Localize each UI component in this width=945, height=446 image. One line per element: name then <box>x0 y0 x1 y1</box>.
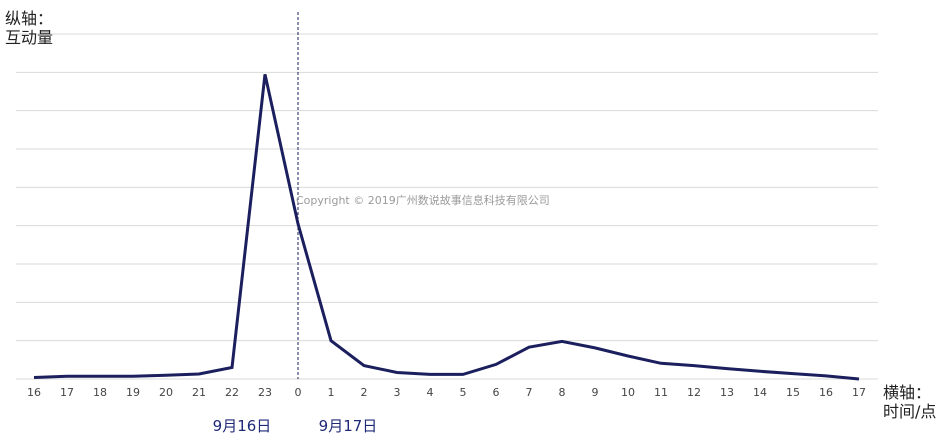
gridlines <box>16 33 878 380</box>
x-tick-label: 22 <box>225 386 239 399</box>
x-tick-label: 14 <box>753 386 767 399</box>
x-tick-label: 10 <box>621 386 635 399</box>
x-tick-label: 20 <box>159 386 173 399</box>
x-tick-label: 15 <box>786 386 800 399</box>
series-line <box>33 73 860 381</box>
x-tick-label: 16 <box>819 386 833 399</box>
x-tick-label: 0 <box>295 386 302 399</box>
x-tick-label: 13 <box>720 386 734 399</box>
x-tick-label: 16 <box>27 386 41 399</box>
x-tick-label: 1 <box>328 386 335 399</box>
x-tick-label: 9 <box>592 386 599 399</box>
x-tick-label: 19 <box>126 386 140 399</box>
x-tick-label: 23 <box>258 386 272 399</box>
y-axis-title-line-2: 互动量 <box>5 28 53 47</box>
x-tick-label: 18 <box>93 386 107 399</box>
x-tick-label: 11 <box>654 386 668 399</box>
x-tick-label: 17 <box>60 386 74 399</box>
x-tick-label: 2 <box>361 386 368 399</box>
copyright-watermark: Copyright © 2019广州数说故事信息科技有限公司 <box>296 193 550 207</box>
x-tick-label: 12 <box>687 386 701 399</box>
x-axis-title-line-2: 时间/点 <box>883 402 936 421</box>
y-axis-title-line-1: 纵轴： <box>5 9 53 28</box>
x-tick-label: 21 <box>192 386 206 399</box>
x-tick-label: 17 <box>852 386 866 399</box>
x-tick-label: 6 <box>493 386 500 399</box>
y-axis-title: 纵轴： 互动量 <box>5 9 58 47</box>
x-tick-label: 4 <box>427 386 434 399</box>
x-tick-label: 3 <box>394 386 401 399</box>
x-axis-title-line-1: 横轴： <box>883 383 931 402</box>
date-label-sep-16: 9月16日 <box>213 417 272 435</box>
x-tick-label: 5 <box>460 386 467 399</box>
x-tick-labels: 16 17 18 19 20 21 22 23 0 1 2 3 4 5 6 7 8 9 10 11 12 13 14 15 16… <box>27 386 866 399</box>
date-label-sep-17: 9月17日 <box>319 417 378 435</box>
x-axis-title: 横轴： 时间/点 <box>883 383 936 421</box>
x-tick-label: 7 <box>526 386 533 399</box>
x-tick-label: 8 <box>559 386 566 399</box>
